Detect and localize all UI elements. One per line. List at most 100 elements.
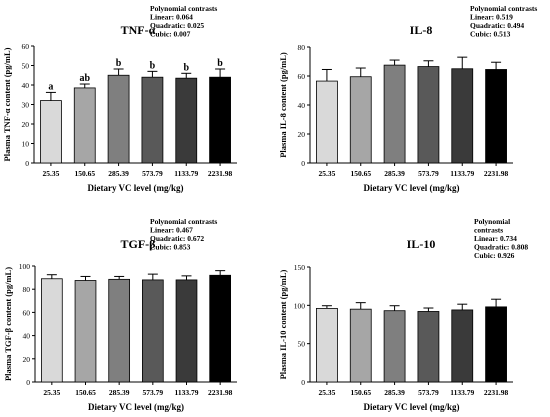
panel-title: TGF-β [121, 237, 156, 251]
bar [209, 274, 232, 383]
x-tick-label: 25.35 [318, 388, 335, 397]
chart-panel-4: 0 50 100 150 25.35 150.65 285.39 573.79 1133.79 2… [278, 217, 528, 412]
x-tick-label: 150.65 [350, 388, 371, 397]
significance-letter: b [116, 58, 122, 69]
contrast-line: Linear: 0.064 [150, 13, 193, 22]
bar [40, 100, 62, 164]
y-tick-label: 40 [22, 81, 30, 90]
bar [383, 64, 406, 164]
bar [73, 87, 96, 164]
x-tick-label: 285.39 [384, 388, 405, 397]
y-axis-label: Plasma TGF-β content (pg/mL) [3, 267, 13, 381]
y-axis-label: Plasma IL-10 content (pg/mL) [278, 269, 288, 379]
contrast-line: Polynomial contrasts [470, 4, 537, 13]
y-tick-label: 40 [23, 332, 31, 341]
contrast-line: Polynomial contrasts [150, 217, 217, 226]
bar [485, 306, 507, 383]
y-tick-label: 40 [298, 101, 306, 110]
panel-title: TNF-α [121, 23, 156, 37]
bar [209, 76, 231, 164]
contrast-line: Cubic: 0.007 [150, 30, 191, 39]
contrast-line: Cubic: 0.513 [470, 30, 511, 39]
x-tick-label: 573.79 [143, 388, 164, 397]
bar [141, 279, 164, 383]
x-tick-label: 2231.98 [484, 388, 509, 397]
y-tick-label: 20 [22, 120, 30, 129]
y-tick-label: 60 [23, 308, 31, 317]
x-tick-label: 2231.98 [208, 169, 233, 178]
y-tick-label: 0 [25, 159, 29, 168]
x-tick-label: 573.79 [418, 388, 439, 397]
bar [316, 80, 338, 164]
x-tick-label: 150.65 [74, 169, 95, 178]
significance-letter: ab [79, 73, 90, 84]
x-tick-label: 573.79 [142, 169, 163, 178]
bar [451, 68, 474, 164]
x-tick-label: 2231.98 [208, 388, 233, 397]
x-tick-label: 1133.79 [174, 169, 198, 178]
x-tick-label: 1133.79 [450, 388, 474, 397]
x-tick-label: 25.35 [42, 169, 59, 178]
contrast-line: Quadratic: 0.025 [150, 21, 204, 30]
y-axis-label: Plasma TNF-α content (pg/mL) [2, 47, 12, 161]
y-tick-label: 100 [19, 262, 31, 271]
contrast-line: Cubic: 0.926 [474, 251, 515, 260]
bar [40, 278, 63, 383]
chart-panel-3: 0 20 40 60 80 100 25.35 150.65 285.39 573.79 1133.… [3, 217, 237, 412]
y-tick-label: 50 [22, 62, 30, 71]
bar [451, 309, 474, 383]
contrast-line: Polynomial contrasts [150, 4, 217, 13]
bar [141, 76, 164, 164]
y-tick-label: 80 [298, 43, 306, 52]
x-tick-label: 285.39 [384, 169, 405, 178]
bar [107, 74, 130, 164]
panel-title: IL-10 [407, 237, 436, 251]
y-axis-label: Plasma IL-8 content (pg/mL) [278, 52, 288, 158]
x-tick-label: 25.35 [43, 388, 60, 397]
contrast-line: Polynomial [474, 217, 510, 226]
y-tick-label: 100 [294, 301, 306, 310]
x-tick-label: 573.79 [418, 169, 439, 178]
bar [485, 69, 507, 164]
y-tick-label: 0 [301, 378, 305, 387]
contrast-line: Quadratic: 0.494 [470, 21, 524, 30]
x-tick-label: 1133.79 [450, 169, 474, 178]
bar [175, 279, 198, 383]
bar [108, 278, 131, 383]
bar [316, 307, 338, 383]
x-tick-label: 2231.98 [484, 169, 509, 178]
chart-panel-2: 0 20 40 60 80 25.35 150.65 285.39 573.79 1133.79 2… [278, 4, 537, 193]
bar [349, 76, 372, 164]
x-tick-label: 25.35 [318, 169, 335, 178]
x-tick-label: 1133.79 [175, 388, 199, 397]
contrast-line: contrasts [474, 226, 503, 235]
x-tick-label: 285.39 [109, 388, 130, 397]
panel-title: IL-8 [410, 23, 433, 37]
y-tick-label: 10 [22, 140, 30, 149]
contrast-line: Quadratic: 0.808 [474, 243, 528, 252]
bar [349, 308, 372, 383]
y-tick-label: 60 [298, 72, 306, 81]
y-tick-label: 30 [22, 101, 30, 110]
significance-letter: a [48, 81, 53, 92]
x-tick-label: 150.65 [350, 169, 371, 178]
y-tick-label: 60 [22, 42, 30, 51]
y-tick-label: 20 [298, 130, 306, 139]
contrast-line: Linear: 0.467 [150, 226, 193, 235]
significance-letter: b [150, 60, 156, 71]
y-tick-label: 0 [26, 378, 30, 387]
bar [74, 280, 97, 383]
x-tick-label: 150.65 [75, 388, 96, 397]
x-axis-label: Dietary VC level (mg/kg) [363, 183, 459, 193]
bar [417, 311, 440, 383]
y-tick-label: 150 [294, 263, 306, 272]
significance-letter: b [183, 62, 189, 73]
bar [383, 310, 406, 383]
y-tick-label: 50 [298, 340, 306, 349]
significance-letter: b [217, 58, 223, 69]
contrast-line: Linear: 0.519 [470, 13, 513, 22]
chart-panel-1: 0 10 20 30 40 50 60 a 25.35 ab 150.65 b 285.39 b 573.7… [2, 4, 237, 193]
x-axis-label: Dietary VC level (mg/kg) [87, 183, 183, 193]
contrast-line: Linear: 0.734 [474, 234, 517, 243]
